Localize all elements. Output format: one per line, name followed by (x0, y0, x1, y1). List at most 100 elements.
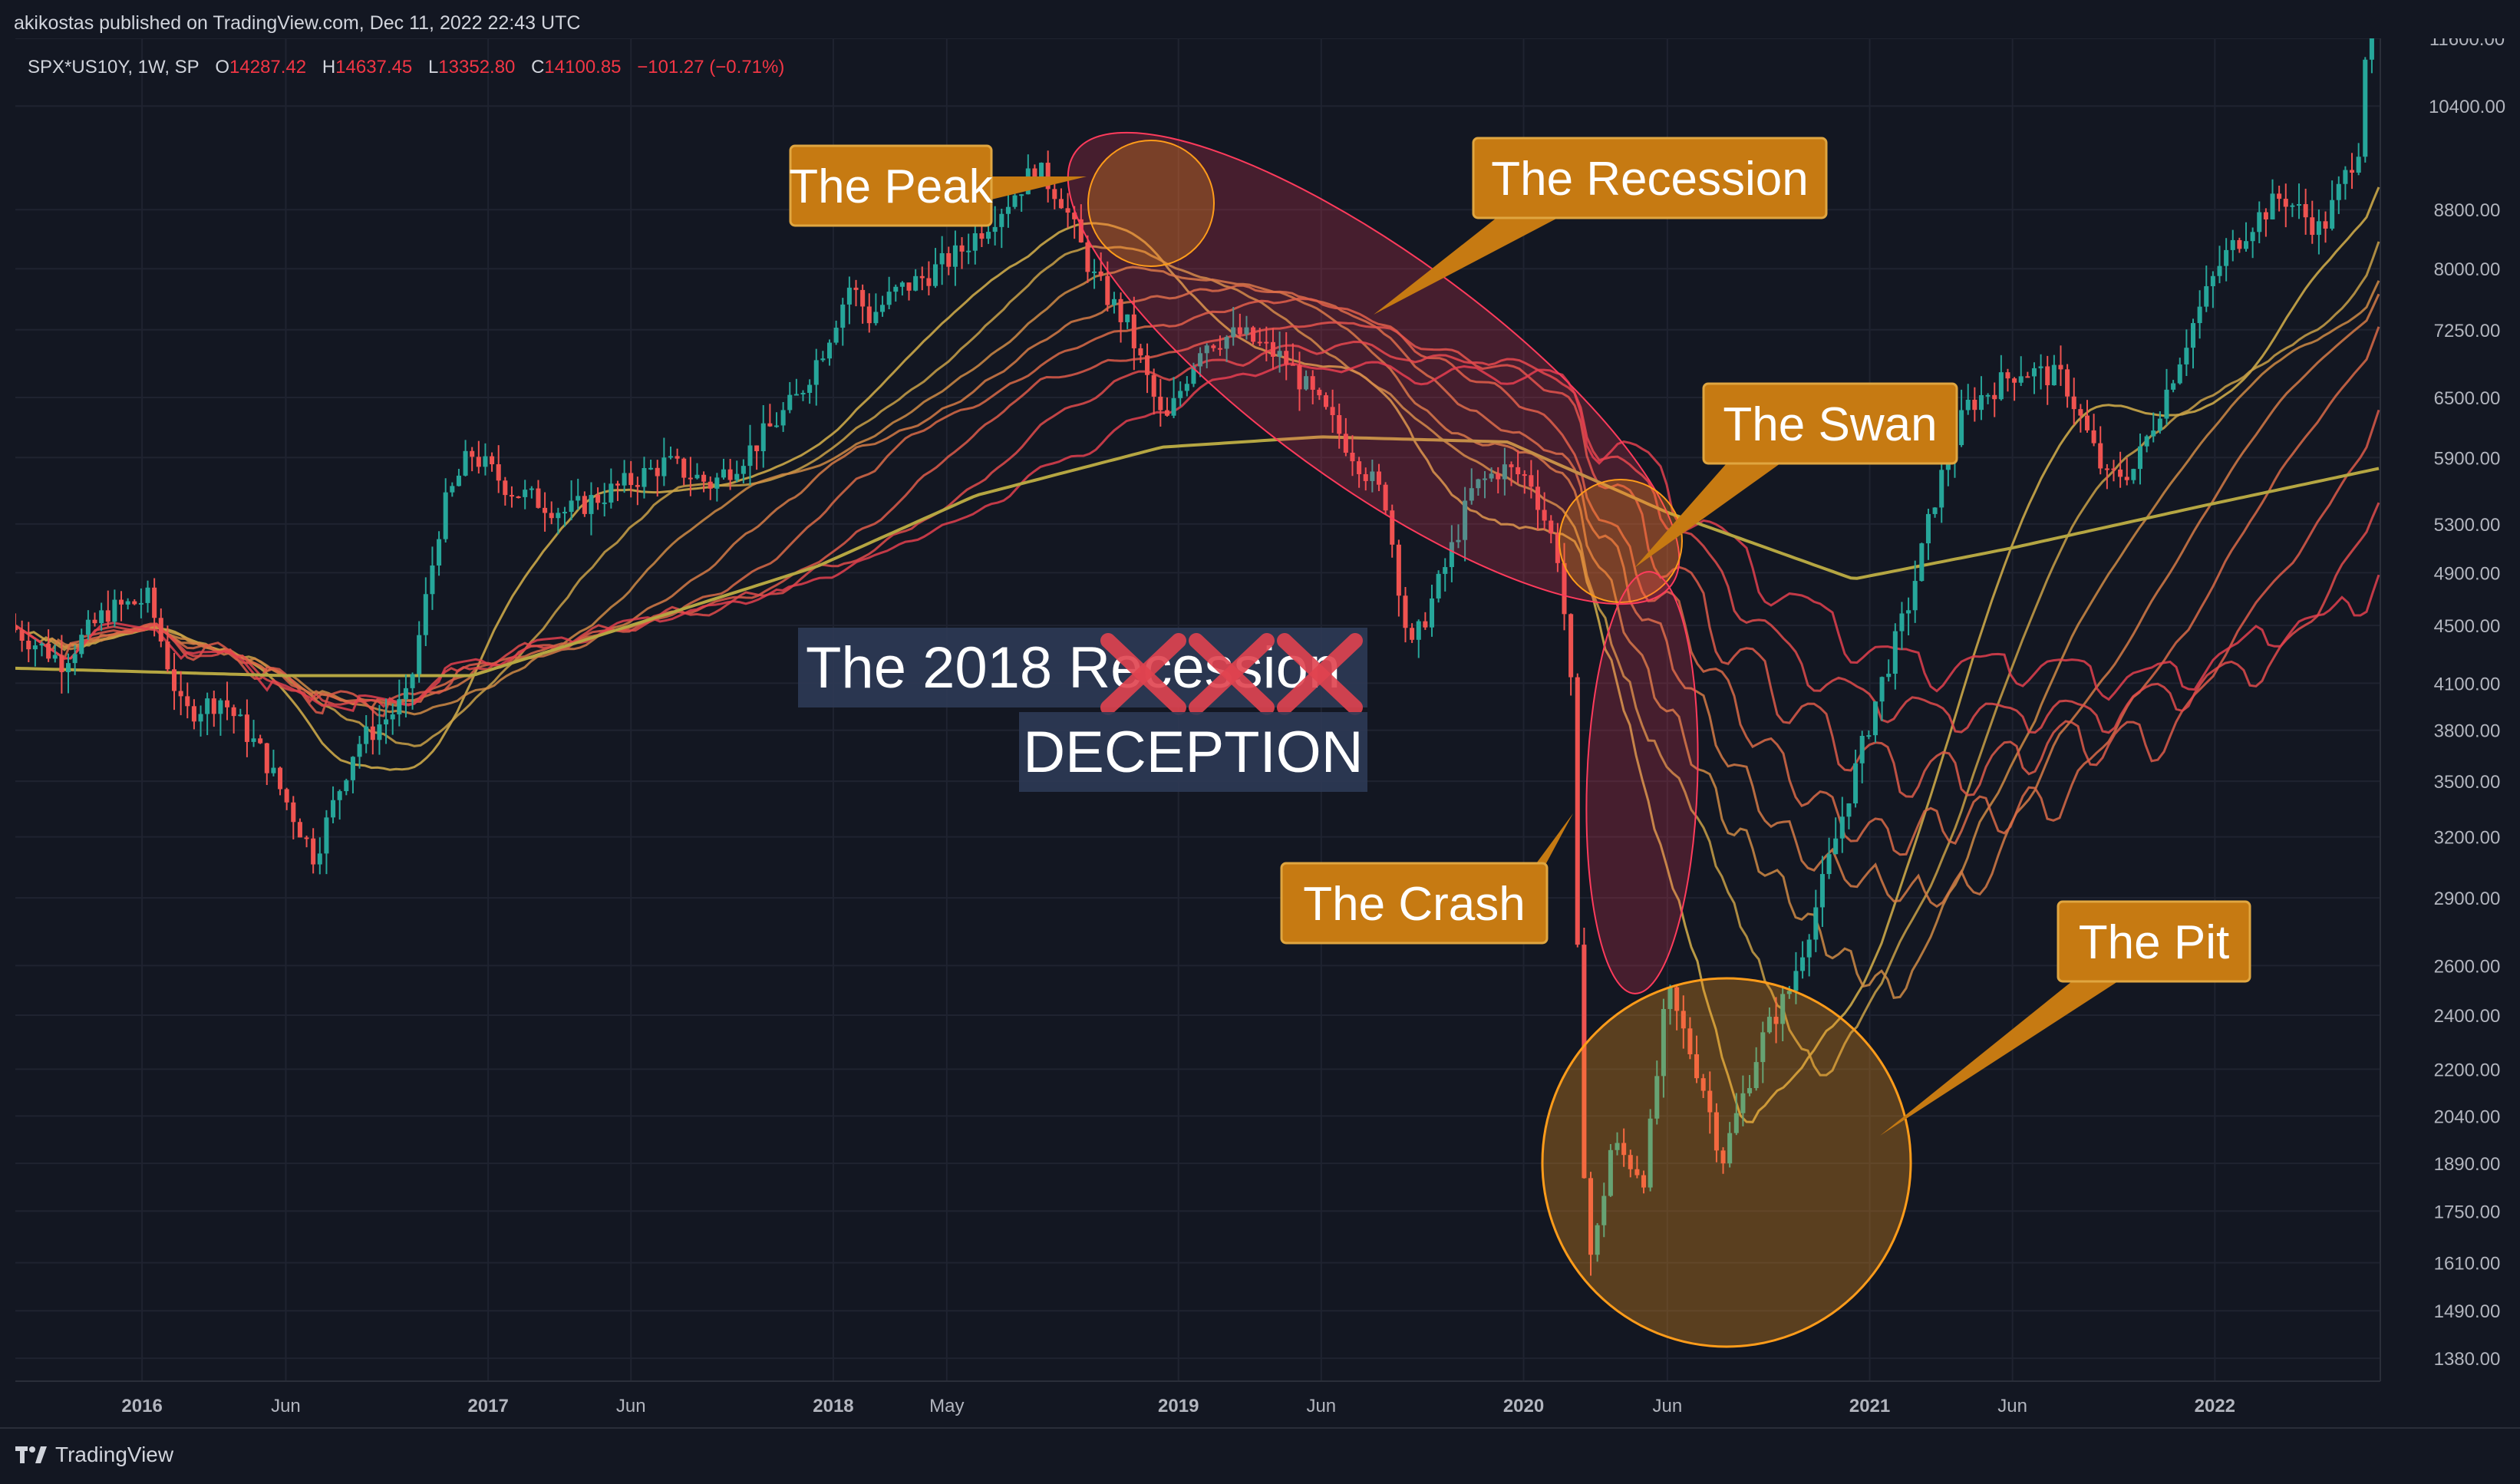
candle-body (1184, 384, 1189, 391)
candle-body (423, 594, 428, 635)
cross-out-icon (1100, 633, 1186, 715)
candle-body (85, 619, 91, 635)
candle-body (1178, 391, 1183, 398)
candle-body (767, 423, 773, 427)
annotations[interactable]: The Peak The Recession The Swan The Crash Th… (789, 59, 2251, 1348)
candle-body (1535, 486, 1541, 510)
candle-body (1304, 376, 1309, 390)
x-tick-label: Jun (271, 1396, 301, 1416)
callout-swan[interactable]: The Swan (1634, 382, 1958, 568)
candle-body (1833, 838, 1839, 855)
candle-body (1078, 219, 1084, 242)
candle-body (1879, 677, 1885, 702)
candle-body (893, 286, 899, 292)
candle-body (264, 743, 269, 773)
candle-body (1423, 621, 1428, 628)
candle-body (1290, 364, 1295, 366)
candle-body (1416, 621, 1421, 640)
candle-body (1019, 194, 1024, 196)
candle-body (92, 619, 97, 624)
x-axis[interactable]: 2016 Jun 2017 Jun 2018 May 2019 Jun 2020 Jun 2021 J… (121, 1396, 2235, 1416)
candle-body (2257, 212, 2262, 232)
peak-circle[interactable] (1087, 140, 1215, 267)
candle-body (1436, 573, 1441, 599)
candle-body (39, 643, 45, 646)
candle-body (1310, 376, 1315, 390)
candle-body (225, 700, 230, 707)
candle-body (840, 304, 846, 328)
candle-body (1456, 539, 1461, 542)
candle-body (1687, 1028, 1693, 1054)
candle-body (1813, 907, 1819, 940)
candle-body (1085, 242, 1090, 272)
footer-bar: TradingView (0, 1427, 2520, 1484)
candle-body (1449, 542, 1454, 568)
candle-body (118, 599, 124, 605)
candle-body (1992, 394, 1997, 400)
y-tick-label: 1750.00 (2434, 1202, 2501, 1222)
candle-body (384, 719, 389, 725)
candle-body (496, 464, 501, 481)
candle-body (1032, 168, 1037, 183)
candle-body (582, 496, 587, 514)
candle-body (145, 587, 150, 603)
candle-body (2197, 306, 2202, 324)
candle-body (1654, 1076, 1660, 1119)
chart-canvas[interactable]: 11600.00 10400.00 8800.00 8000.00 7250.00 650… (15, 38, 2518, 1427)
callout-swan-box (1702, 382, 1958, 465)
candle-body (483, 456, 488, 467)
candle-body (1151, 374, 1156, 397)
y-tick-label: 5900.00 (2434, 448, 2501, 469)
low-key: L (427, 57, 439, 77)
candle-body (933, 264, 938, 286)
deception-label[interactable]: DECEPTION (1019, 712, 1367, 792)
candle-body (1615, 1143, 1620, 1150)
tradingview-logo[interactable]: TradingView (15, 1443, 173, 1467)
recession-2018-label[interactable]: The 2018 Recession (798, 628, 1367, 715)
candle-body (2091, 430, 2096, 444)
candle-body (1204, 345, 1209, 354)
candle-body (1171, 397, 1176, 416)
y-tick-label: 10400.00 (2429, 97, 2505, 117)
candle-body (1390, 510, 1395, 545)
candle-body (1383, 484, 1388, 511)
candle-body (1337, 415, 1342, 434)
candle-body (238, 714, 243, 717)
callout-pit[interactable]: The Pit (1880, 900, 2251, 1136)
cross-out-icon (1189, 633, 1275, 715)
crash-ellipse[interactable] (1579, 570, 1704, 996)
candle-body (1780, 994, 1786, 1024)
candle-body (99, 610, 104, 624)
candle-body (754, 445, 760, 451)
candle-body (205, 698, 210, 714)
candle-body (853, 287, 859, 290)
candle-body (2018, 376, 2024, 383)
candle-body (740, 466, 746, 474)
symbol-label[interactable]: SPX*US10Y, 1W, SP (28, 57, 200, 77)
y-tick-label: 4500.00 (2434, 616, 2501, 637)
candle-body (490, 456, 495, 465)
callout-crash[interactable]: The Crash (1280, 813, 1573, 945)
candle-body (112, 599, 117, 622)
candle-body (2243, 241, 2249, 249)
candle-body (1463, 500, 1468, 540)
candle-body (2369, 38, 2374, 60)
callout-recession-text: The Recession (1491, 153, 1809, 206)
candle-body (1866, 735, 1872, 737)
candle-body (1145, 355, 1150, 375)
callout-peak[interactable]: The Peak (789, 144, 1087, 227)
y-axis[interactable]: 11600.00 10400.00 8800.00 8000.00 7250.00 650… (2429, 38, 2505, 1370)
candle-body (1892, 631, 1898, 674)
candle-body (787, 394, 793, 411)
candle-body (251, 738, 256, 742)
candle-body (2098, 443, 2103, 469)
candle-body (258, 738, 263, 744)
pit-circle[interactable] (1541, 977, 1912, 1348)
candle-body (1727, 1133, 1733, 1164)
callout-recession[interactable]: The Recession (1374, 137, 1828, 315)
candle-body (172, 669, 177, 691)
callout-pit-pointer (1880, 981, 2118, 1136)
price-chart[interactable]: 11600.00 10400.00 8800.00 8000.00 7250.00 650… (15, 38, 2518, 1427)
candle-body (1429, 598, 1435, 628)
candle-body (1443, 567, 1448, 574)
